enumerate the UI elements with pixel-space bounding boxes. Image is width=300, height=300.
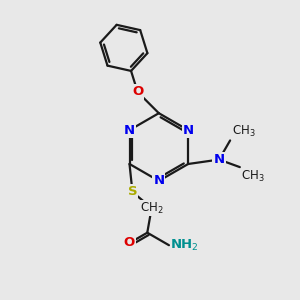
Text: CH$_2$: CH$_2$ — [140, 200, 164, 216]
Text: O: O — [132, 85, 143, 98]
Text: NH$_2$: NH$_2$ — [170, 238, 199, 253]
Text: CH$_3$: CH$_3$ — [232, 124, 255, 139]
Text: S: S — [128, 185, 137, 199]
Text: CH$_3$: CH$_3$ — [241, 169, 265, 184]
Text: N: N — [124, 124, 135, 136]
Text: N: N — [183, 124, 194, 136]
Text: O: O — [124, 236, 135, 250]
Text: N: N — [214, 153, 225, 166]
Text: N: N — [153, 174, 164, 188]
